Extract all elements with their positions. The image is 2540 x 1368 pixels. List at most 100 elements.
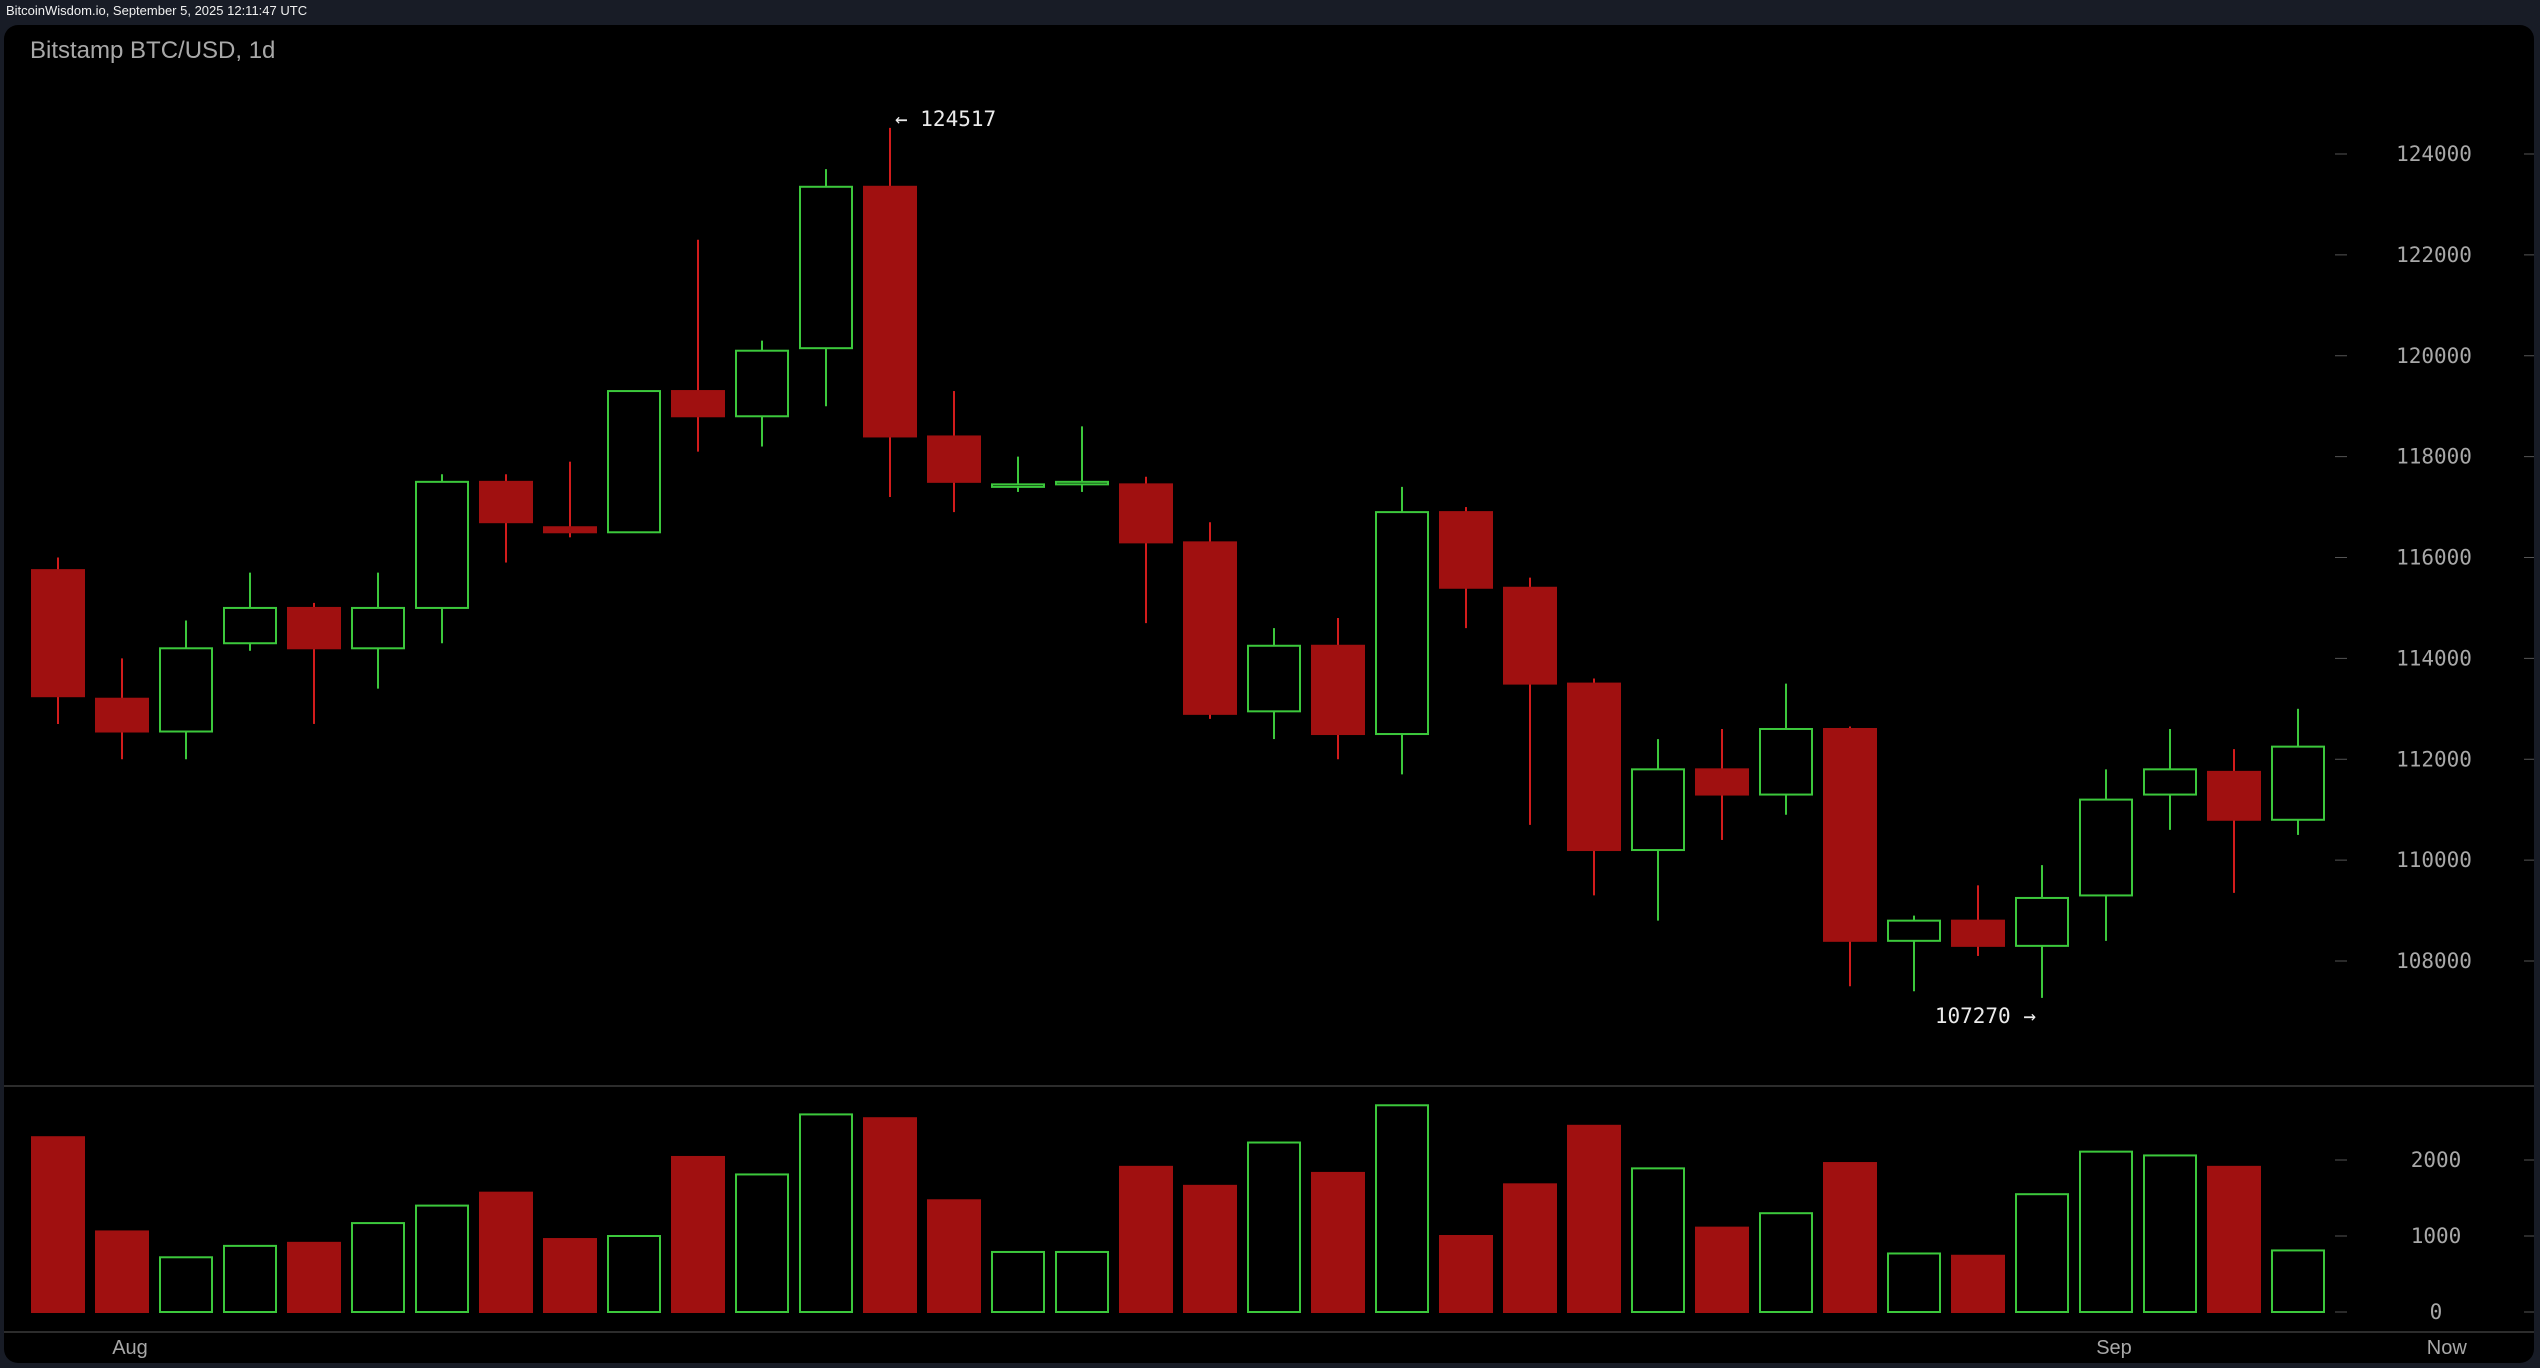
volume-bar xyxy=(2207,1165,2261,1313)
candle-body xyxy=(1055,480,1109,486)
candle xyxy=(799,169,853,407)
candle xyxy=(223,572,277,651)
candle-body xyxy=(287,606,341,650)
candle-body xyxy=(1439,511,1493,589)
price-tick-label: 116000 xyxy=(2396,546,2472,570)
candle xyxy=(95,658,149,760)
price-tick-label: 120000 xyxy=(2396,344,2472,368)
candle xyxy=(2207,749,2261,893)
volume-bar xyxy=(1567,1124,1621,1314)
candle xyxy=(2079,769,2133,941)
high-annotation: ← 124517 xyxy=(895,107,996,131)
volume-bar xyxy=(287,1241,341,1313)
candle xyxy=(607,390,661,534)
candle-body xyxy=(2271,745,2325,821)
volume-bar xyxy=(351,1222,405,1313)
candle-body xyxy=(31,569,85,698)
volume-bar xyxy=(2143,1154,2197,1313)
volume-bar xyxy=(159,1256,213,1314)
candle-body xyxy=(1759,727,1813,796)
volume-bar xyxy=(735,1173,789,1313)
candle-body xyxy=(1247,644,1301,713)
candle xyxy=(1631,739,1685,921)
chart-title: Bitstamp BTC/USD, 1d xyxy=(30,37,276,64)
candle-body xyxy=(863,185,917,438)
volume-bar xyxy=(1247,1141,1301,1314)
volume-bar xyxy=(991,1250,1045,1313)
candle xyxy=(2271,708,2325,835)
price-tick-label: 118000 xyxy=(2396,445,2472,469)
candle xyxy=(1951,885,2005,956)
volume-bar xyxy=(799,1113,853,1314)
volume-bar xyxy=(1055,1250,1109,1313)
volume-bar xyxy=(863,1117,917,1313)
volume-bar xyxy=(1119,1165,1173,1313)
volume-bar xyxy=(415,1204,469,1313)
volume-bar xyxy=(1183,1184,1237,1313)
candle xyxy=(1183,522,1237,719)
candle xyxy=(1055,426,1109,492)
volume-bar xyxy=(31,1136,85,1313)
candle xyxy=(159,620,213,760)
candle-body xyxy=(799,185,853,350)
volume-bar xyxy=(1311,1171,1365,1314)
candle-body xyxy=(927,435,981,483)
volume-bar xyxy=(1695,1226,1749,1314)
candle xyxy=(1759,683,1813,815)
volume-bar xyxy=(607,1235,661,1313)
candle xyxy=(1823,726,1877,987)
price-tick-label: 112000 xyxy=(2396,747,2472,771)
candle xyxy=(1503,577,1557,825)
candle xyxy=(1567,678,1621,896)
candle-body xyxy=(1375,511,1429,736)
volume-bar xyxy=(1503,1183,1557,1313)
candle-body xyxy=(415,480,469,609)
candle-body xyxy=(479,480,533,524)
candle-body xyxy=(1695,768,1749,796)
candle xyxy=(479,474,533,563)
candle xyxy=(543,461,597,538)
candle-body xyxy=(671,390,725,418)
candle xyxy=(927,391,981,513)
candle-body xyxy=(1951,919,2005,947)
candle xyxy=(351,572,405,689)
candle-body xyxy=(351,606,405,650)
price-tick-label: 114000 xyxy=(2396,646,2472,670)
volume-bar xyxy=(2015,1193,2069,1313)
candle-body xyxy=(1183,541,1237,715)
volume-bar xyxy=(479,1191,533,1314)
candle-body xyxy=(223,606,277,645)
volume-tick-label: 2000 xyxy=(2411,1148,2462,1172)
volume-bar xyxy=(1439,1235,1493,1313)
volume-tick-label: 0 xyxy=(2430,1300,2443,1324)
time-tick-label: Sep xyxy=(2096,1337,2132,1359)
volume-bar xyxy=(1887,1252,1941,1313)
volume-bar xyxy=(543,1238,597,1314)
chart-panel: 108000 110000 112000 114000 116000 118000 1200… xyxy=(4,25,2534,1363)
volume-bar xyxy=(1631,1167,1685,1313)
time-tick-label: Aug xyxy=(112,1337,148,1359)
time-tick-label: Now xyxy=(2427,1337,2468,1359)
candle-body xyxy=(2207,770,2261,821)
candle-body xyxy=(991,483,1045,488)
candle xyxy=(2015,865,2069,998)
price-tick-label: 124000 xyxy=(2396,142,2472,166)
volume-bar xyxy=(95,1230,149,1313)
volume-bar xyxy=(927,1199,981,1314)
candle xyxy=(1695,728,1749,840)
candle xyxy=(735,340,789,447)
candle-body xyxy=(1311,644,1365,736)
chart-canvas[interactable]: 108000 110000 112000 114000 116000 118000 1200… xyxy=(4,25,2534,1363)
volume-bar xyxy=(2271,1249,2325,1313)
price-tick-label: 122000 xyxy=(2396,243,2472,267)
candle-body xyxy=(159,647,213,733)
volume-bar xyxy=(671,1155,725,1313)
candle xyxy=(1439,507,1493,629)
volume-bar xyxy=(223,1244,277,1314)
candle-body xyxy=(735,349,789,418)
candle xyxy=(991,456,1045,492)
candle xyxy=(2143,728,2197,830)
candle xyxy=(1247,628,1301,740)
price-tick-label: 110000 xyxy=(2396,848,2472,872)
volume-bar xyxy=(1375,1104,1429,1314)
